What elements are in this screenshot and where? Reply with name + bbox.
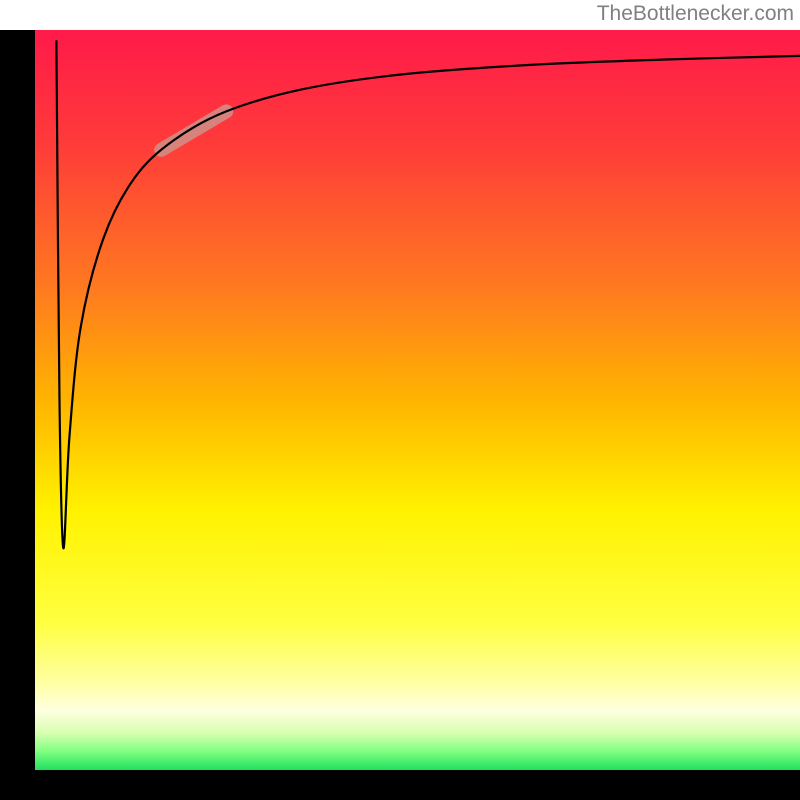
chart-container: TheBottlenecker.com bbox=[0, 0, 800, 800]
gradient-background bbox=[35, 30, 800, 770]
left-axis-bar bbox=[0, 30, 35, 800]
bottleneck-chart bbox=[0, 0, 800, 800]
bottom-axis-bar bbox=[0, 770, 800, 800]
watermark-text: TheBottlenecker.com bbox=[597, 2, 794, 26]
